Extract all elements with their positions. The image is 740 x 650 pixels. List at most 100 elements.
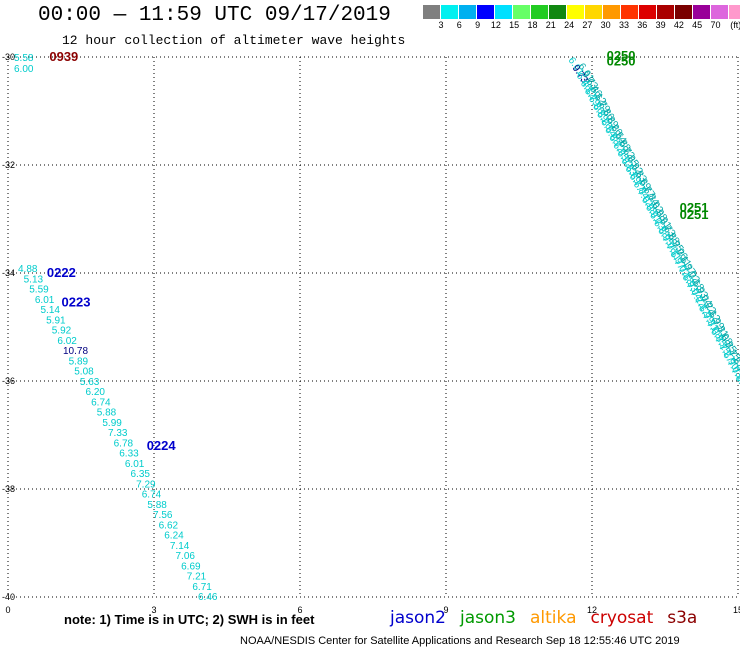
wave-height-label: 6.71 <box>192 582 212 593</box>
legend-label: 39 <box>655 20 666 30</box>
satellite-legend: jason2 jason3 altika cryosat s3a <box>390 608 697 628</box>
legend-label: 21 <box>545 20 556 30</box>
wave-height-label: 5.14 <box>41 305 61 316</box>
wave-height-label: 6.01 <box>35 295 55 306</box>
legend-swatch <box>513 5 531 19</box>
wave-height-label: 5.13 <box>24 274 44 285</box>
wave-height-label: 6.46 <box>198 592 218 603</box>
wave-height-label: 5.88 <box>97 408 117 419</box>
legend-label: 33 <box>618 20 630 30</box>
wave-height-label: 5.99 <box>102 418 122 429</box>
legend-label: 15 <box>509 20 520 30</box>
wave-height-label: 6.24 <box>164 531 184 542</box>
axis-tick-labels: 0 3 6 9 12 15 -30 -32 -34 -36 -38 -40 <box>2 52 740 615</box>
legend-swatch <box>621 5 639 19</box>
wave-height-label: 6.74 <box>142 490 162 501</box>
wave-height-label: 7.19 <box>728 366 740 389</box>
pass-time-label: 0223 <box>62 295 91 310</box>
x-tick-label: 0 <box>5 605 10 615</box>
wave-height-label: 6.01 <box>125 459 145 470</box>
legend-label: 70 <box>710 20 721 30</box>
x-tick-label: 15 <box>733 605 740 615</box>
wave-height-label: 6.74 <box>91 397 111 408</box>
wave-height-label: 6.88 <box>733 373 740 396</box>
y-tick-label: -32 <box>2 160 15 170</box>
wave-height-label: 7.14 <box>170 541 190 552</box>
legend-swatch <box>459 5 477 19</box>
legend-swatch <box>639 5 657 19</box>
x-tick-label: 6 <box>297 605 302 615</box>
legend-swatch <box>477 5 495 19</box>
legend-label: 42 <box>673 20 684 30</box>
legend-swatch <box>531 5 549 19</box>
wave-height-label: 5.89 <box>69 356 89 367</box>
legend-label: 30 <box>600 20 611 30</box>
legend-swatch <box>549 5 567 19</box>
legend-swatch <box>495 5 513 19</box>
wave-height-label: 4.88 <box>18 264 38 275</box>
chart-title: 00:00 — 11:59 UTC 09/17/2019 <box>38 4 391 27</box>
pass-time-label: 0939 <box>49 49 78 64</box>
wave-height-label: 6.33 <box>119 449 139 460</box>
map-grid <box>7 56 739 598</box>
y-tick-label: -30 <box>2 52 15 62</box>
legend-swatch <box>423 5 441 19</box>
legend-label: 3 <box>438 20 444 30</box>
legend-label: 45 <box>692 20 703 30</box>
legend-swatch <box>693 5 711 19</box>
wave-height-label: 6.62 <box>159 520 179 531</box>
legend-label: 27 <box>582 20 593 30</box>
satellite-label-altika: altika <box>530 608 577 628</box>
altimeter-track-east: 6.616.619.739.736.466.466.126.126.796.79… <box>566 55 740 396</box>
wave-height-label: 6.69 <box>181 561 201 572</box>
satellite-label-jason3: jason3 <box>460 608 516 628</box>
pass-time-label: 0251 <box>680 207 709 222</box>
chart-subtitle: 12 hour collection of altimeter wave hei… <box>62 33 406 48</box>
wave-height-label: 5.63 <box>80 377 100 388</box>
wave-height-label: 7.56 <box>153 510 173 521</box>
legend-swatch <box>729 5 740 19</box>
wave-height-label: 7.06 <box>176 551 196 562</box>
legend-label: 18 <box>527 20 538 30</box>
wave-height-label: 5.88 <box>147 500 167 511</box>
footer-note: note: 1) Time is in UTC; 2) SWH is in fe… <box>64 612 315 627</box>
legend-swatch <box>675 5 693 19</box>
wave-height-label: 5.91 <box>46 315 66 326</box>
wave-height-label: 6.20 <box>86 387 106 398</box>
legend-swatch <box>603 5 621 19</box>
legend-swatch <box>567 5 585 19</box>
legend-label: 36 <box>637 20 648 30</box>
legend-swatch <box>657 5 675 19</box>
x-tick-label: 9 <box>443 605 448 615</box>
pass-time-label: 0251 <box>680 200 709 215</box>
legend-label: 6 <box>456 20 462 30</box>
wave-height-label: 5.92 <box>52 326 72 337</box>
legend-swatch <box>441 5 459 19</box>
footer-credit: NOAA/NESDIS Center for Satellite Applica… <box>240 635 680 647</box>
y-tick-label: -34 <box>2 268 15 278</box>
legend-label: 24 <box>564 20 575 30</box>
wave-height-label: 6.35 <box>131 469 151 480</box>
pass-time-label: 0224 <box>147 438 177 453</box>
wave-height-label: 6.00 <box>14 64 34 75</box>
legend-label: 12 <box>490 20 501 30</box>
x-tick-label: 3 <box>151 605 156 615</box>
y-tick-label: -38 <box>2 484 15 494</box>
wave-height-label: 6.90 <box>730 356 740 379</box>
pass-time-label: 0250 <box>607 48 636 63</box>
satellite-label-cryosat: cryosat <box>590 608 654 628</box>
wave-height-label: 7.21 <box>187 572 207 583</box>
wave-height-label: 6.78 <box>114 438 134 449</box>
wave-height-label: 5.59 <box>29 285 49 296</box>
satellite-label-jason2: jason2 <box>390 608 446 628</box>
wave-height-label: 5.08 <box>74 367 94 378</box>
wave-height-label: 10.78 <box>63 346 88 357</box>
legend-swatch <box>585 5 603 19</box>
x-tick-label: 12 <box>587 605 597 615</box>
altimeter-track-west-top: 5.586.00 <box>14 53 34 75</box>
wave-height-label: 6.02 <box>57 336 77 347</box>
pass-time-label: 0222 <box>47 265 76 280</box>
legend-unit: (ft) <box>730 20 740 30</box>
